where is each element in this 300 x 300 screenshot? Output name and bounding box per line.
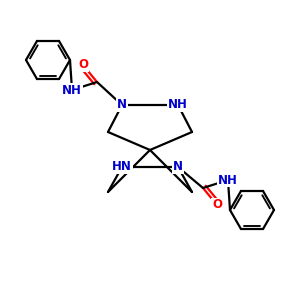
Text: NH: NH [168,98,188,112]
Text: N: N [117,98,127,112]
Text: NH: NH [218,173,238,187]
Text: N: N [173,160,183,173]
Text: O: O [78,58,88,71]
Text: HN: HN [112,160,132,173]
Text: O: O [212,199,222,212]
Text: NH: NH [62,83,82,97]
